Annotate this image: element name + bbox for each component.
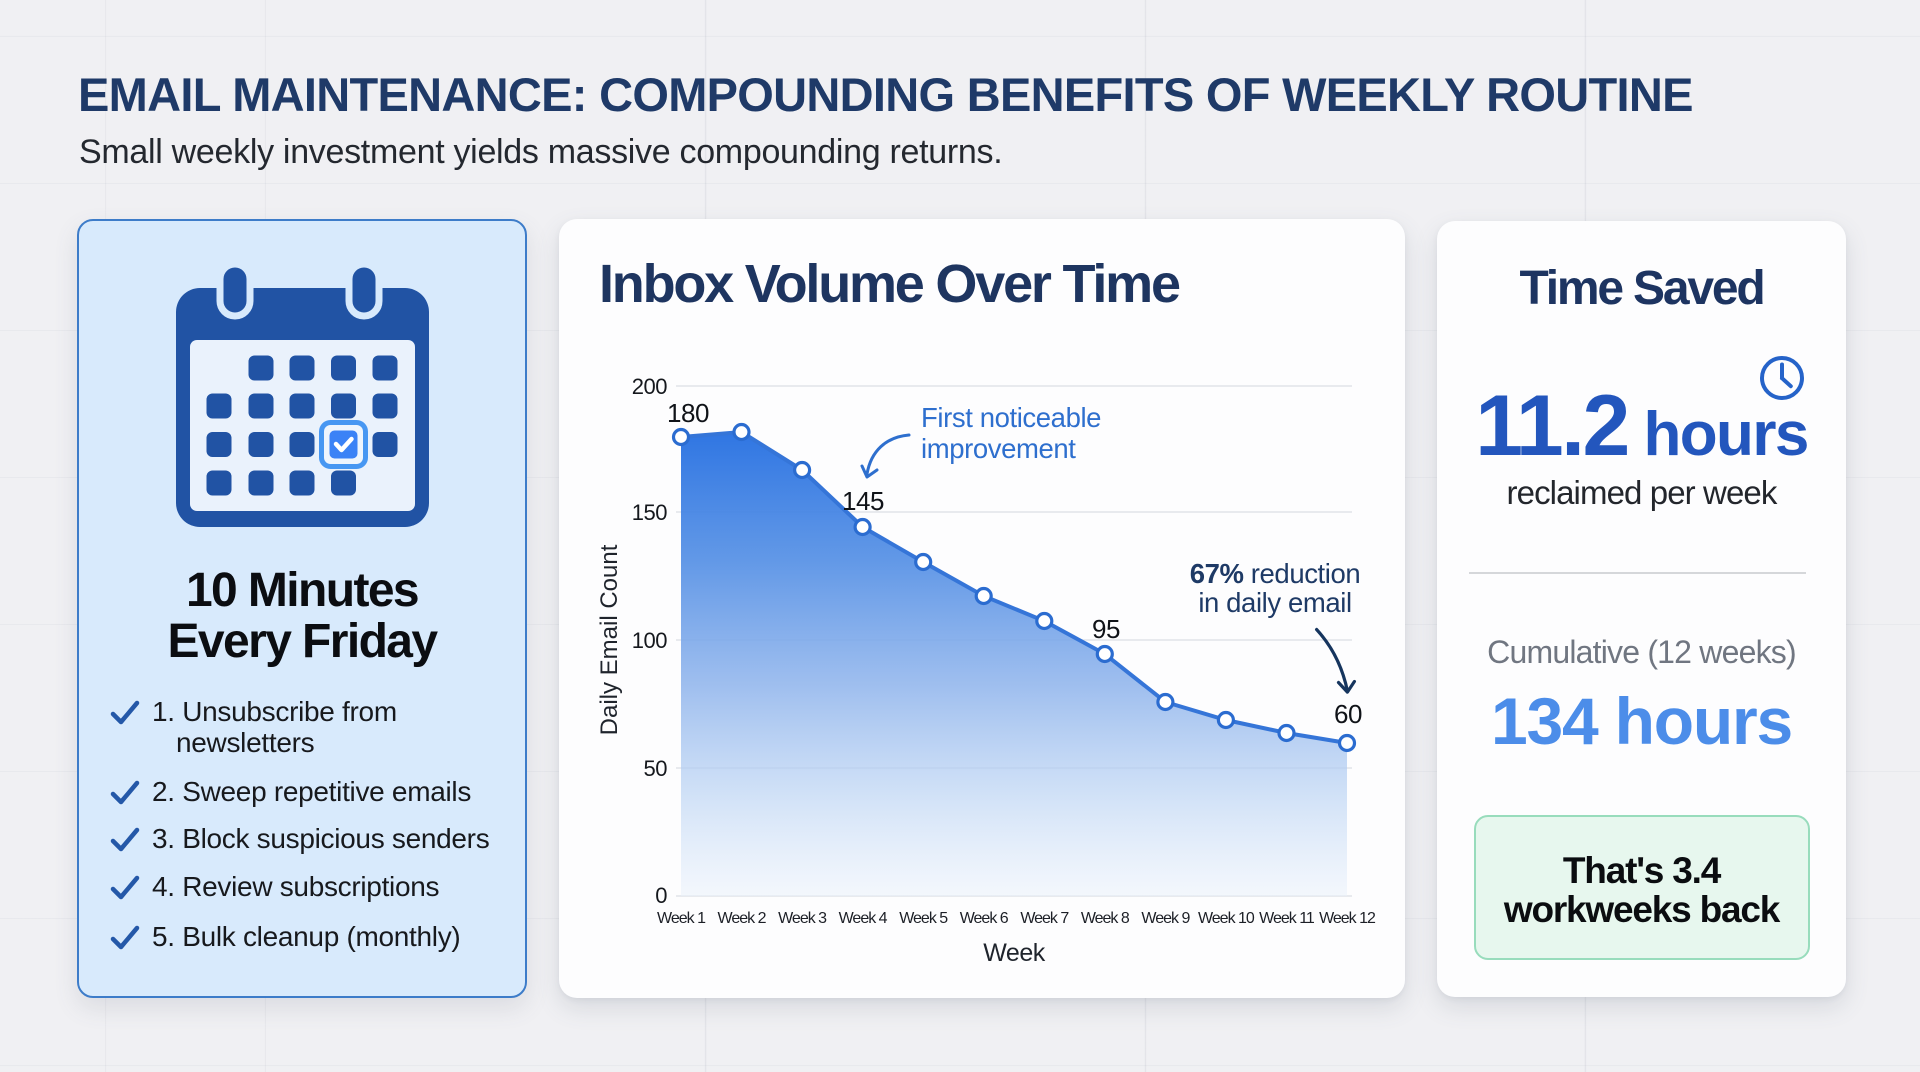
svg-text:200: 200 — [632, 374, 667, 399]
svg-text:Week 7: Week 7 — [1020, 910, 1069, 927]
svg-text:improvement: improvement — [921, 433, 1076, 464]
svg-text:Inbox Volume Over Time: Inbox Volume Over Time — [599, 254, 1180, 314]
svg-text:Week 10: Week 10 — [1198, 910, 1255, 927]
svg-text:100: 100 — [632, 628, 667, 653]
svg-text:67% reduction: 67% reduction — [1190, 558, 1361, 589]
svg-text:Week 12: Week 12 — [1319, 910, 1376, 927]
svg-text:Week: Week — [983, 939, 1045, 967]
svg-text:150: 150 — [632, 500, 667, 525]
svg-text:Week 4: Week 4 — [839, 910, 888, 927]
svg-text:Daily Email Count: Daily Email Count — [596, 544, 623, 735]
svg-text:145: 145 — [842, 486, 884, 516]
svg-text:Week 8: Week 8 — [1081, 910, 1130, 927]
svg-text:First noticeable: First noticeable — [921, 402, 1101, 433]
svg-text:Week 6: Week 6 — [960, 910, 1009, 927]
svg-text:60: 60 — [1334, 699, 1362, 729]
svg-text:Week 1: Week 1 — [657, 910, 706, 927]
svg-text:Week 5: Week 5 — [899, 910, 948, 927]
svg-text:in daily email: in daily email — [1198, 587, 1351, 618]
svg-text:Week 3: Week 3 — [778, 910, 827, 927]
svg-text:0: 0 — [655, 883, 667, 908]
svg-text:Week 2: Week 2 — [718, 910, 767, 927]
svg-text:50: 50 — [644, 756, 668, 781]
svg-text:95: 95 — [1092, 614, 1120, 644]
svg-text:Week 9: Week 9 — [1141, 910, 1190, 927]
svg-text:Week 11: Week 11 — [1259, 910, 1315, 927]
svg-text:180: 180 — [667, 398, 709, 428]
